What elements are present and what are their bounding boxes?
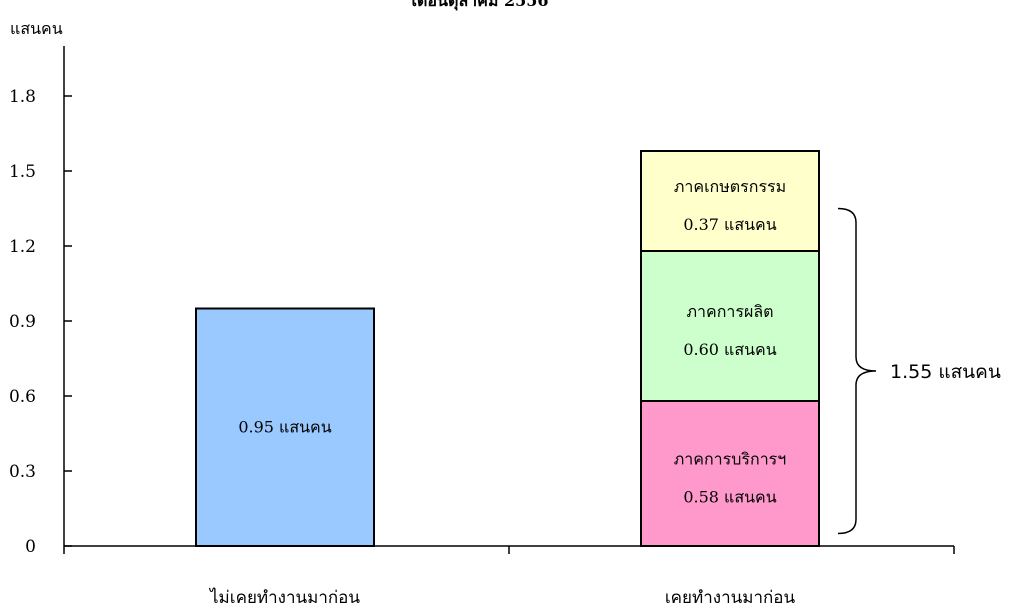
total-annotation: 1.55 แสนคน	[837, 207, 1001, 535]
category-label: เคยทำงานมาก่อน	[665, 588, 796, 608]
y-tick-label: 0.6	[9, 387, 36, 407]
y-tick-label: 0	[25, 537, 36, 557]
segment-value-label: 0.58 แสนคน	[683, 488, 776, 507]
segment-name-label: ภาคการผลิต	[686, 302, 773, 321]
category-label: ไม่เคยทำงานมาก่อน	[208, 587, 360, 608]
y-tick-label: 1.2	[9, 237, 36, 257]
y-axis-ticks: 0 0.3 0.6 0.9 1.2 1.5 1.8	[9, 87, 72, 557]
segment-value-label: 0.37 แสนคน	[683, 215, 776, 234]
total-annotation-label: 1.55 แสนคน	[890, 361, 1001, 383]
brace-bracket	[837, 207, 877, 535]
bar-segment	[195, 307, 375, 547]
y-tick-label: 1.5	[9, 162, 36, 182]
x-axis-ticks	[63, 546, 955, 554]
segment-value-label: 0.60 แสนคน	[683, 340, 776, 359]
bar-segment	[640, 400, 820, 547]
segment-name-label: ภาคเกษตรกรรม	[674, 177, 786, 196]
y-tick-label: 0.3	[9, 462, 36, 482]
segment-value-label: 0.95 แสนคน	[238, 417, 331, 436]
chart-title: เดือนตุลาคม 2556	[412, 0, 549, 11]
y-tick-label: 0.9	[9, 312, 36, 332]
y-tick-label: 1.8	[9, 87, 36, 107]
y-axis-unit-label: แสนคน	[10, 19, 63, 38]
category-labels: ไม่เคยทำงานมาก่อน เคยทำงานมาก่อน	[208, 587, 795, 608]
bar-segment	[640, 150, 820, 252]
bar-segment	[640, 250, 820, 402]
segment-name-label: ภาคการบริการฯ	[674, 450, 787, 469]
